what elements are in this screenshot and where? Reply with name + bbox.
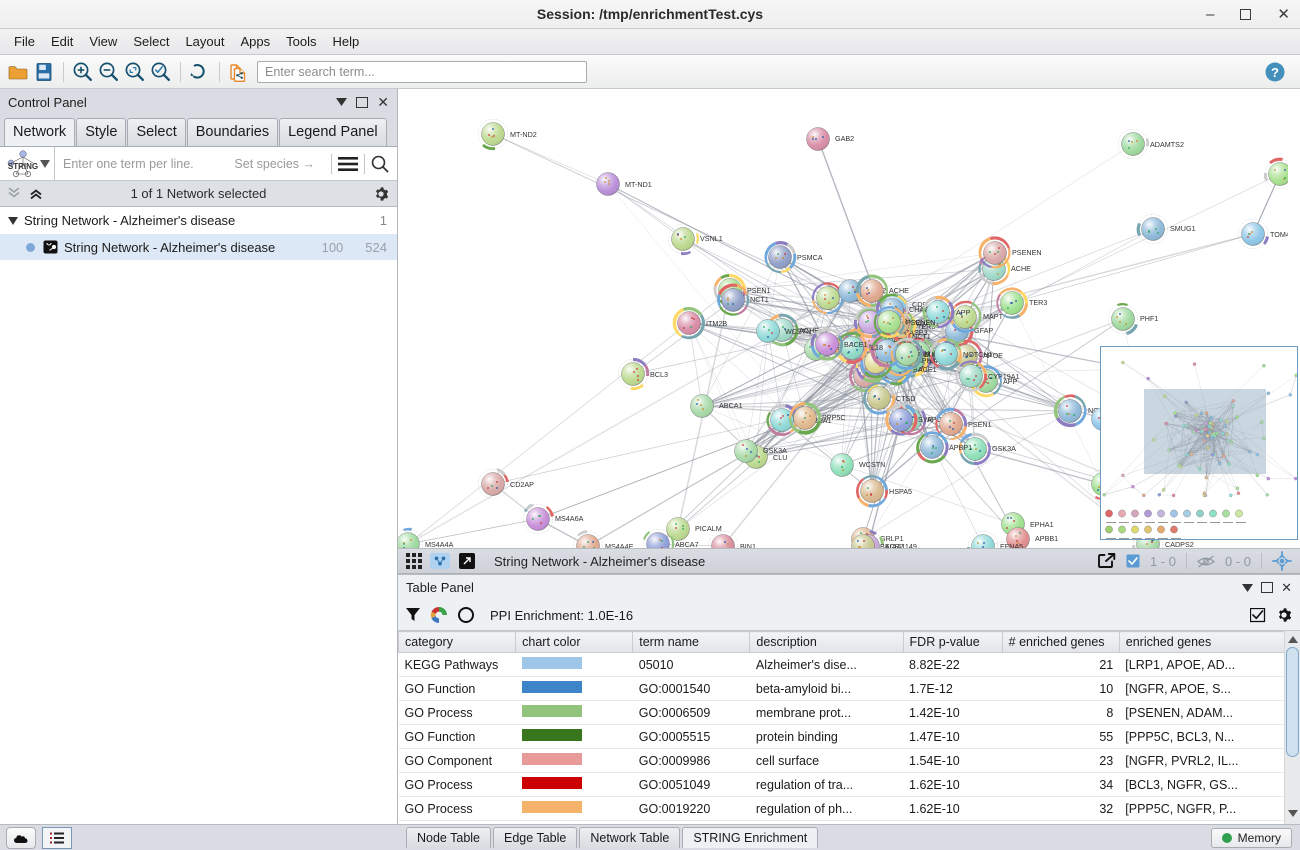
svg-text:SMUG1: SMUG1 [1170, 224, 1196, 233]
svg-text:NCT1: NCT1 [750, 295, 769, 304]
svg-text:TER3: TER3 [1029, 298, 1047, 307]
svg-text:NOTCH1: NOTCH1 [963, 350, 993, 359]
svg-text:GAB2: GAB2 [835, 134, 854, 143]
svg-text:IL18: IL18 [869, 343, 883, 352]
svg-text:BCL3: BCL3 [650, 370, 668, 379]
svg-text:MS4A4A: MS4A4A [425, 540, 454, 548]
svg-text:ABCA1: ABCA1 [719, 401, 743, 410]
svg-text:PSMCA: PSMCA [797, 253, 823, 262]
svg-text:PSENEN: PSENEN [1012, 248, 1042, 257]
svg-text:PSEN1: PSEN1 [747, 286, 771, 295]
svg-text:WCSTN: WCSTN [859, 460, 885, 469]
svg-text:STRING: STRING [8, 162, 38, 171]
svg-text:EPHA1: EPHA1 [1030, 520, 1054, 529]
svg-text:PPP5C: PPP5C [822, 413, 846, 422]
svg-text:APP: APP [956, 308, 971, 317]
svg-text:APBP1: APBP1 [949, 443, 972, 452]
svg-text:MT-ND1: MT-ND1 [625, 180, 652, 189]
svg-text:?: ? [1271, 64, 1279, 79]
svg-text:ADAMTS2: ADAMTS2 [1150, 140, 1184, 149]
svg-text:PICALM: PICALM [695, 524, 722, 533]
svg-text:MT-ND2: MT-ND2 [510, 130, 537, 139]
svg-text:ABCA7: ABCA7 [675, 540, 699, 548]
svg-text:APBB1: APBB1 [1035, 534, 1058, 543]
svg-text:WCSTN: WCSTN [785, 327, 811, 336]
svg-text:PSEN1: PSEN1 [968, 420, 992, 429]
svg-text:CD2AP: CD2AP [510, 480, 534, 489]
svg-text:PSENEN: PSENEN [906, 318, 936, 327]
svg-text:TOM40: TOM40 [1270, 230, 1288, 239]
svg-text:GSK3A: GSK3A [763, 446, 787, 455]
svg-text:ITM2B: ITM2B [706, 319, 727, 328]
svg-text:ACHE: ACHE [1011, 264, 1031, 273]
svg-text:VSNL1: VSNL1 [700, 234, 723, 243]
svg-text:PHF1: PHF1 [1140, 314, 1158, 323]
svg-text:BACE1: BACE1 [844, 340, 868, 349]
svg-text:CTSD: CTSD [896, 394, 916, 403]
svg-text:CYP19A1: CYP19A1 [988, 372, 1020, 381]
svg-text:CADPS2: CADPS2 [1165, 540, 1194, 548]
svg-text:MS4A6A: MS4A6A [555, 514, 584, 523]
svg-text:SYP: SYP [918, 415, 933, 424]
svg-text:GSK3A: GSK3A [992, 444, 1016, 453]
svg-text:HSPA5: HSPA5 [889, 487, 912, 496]
